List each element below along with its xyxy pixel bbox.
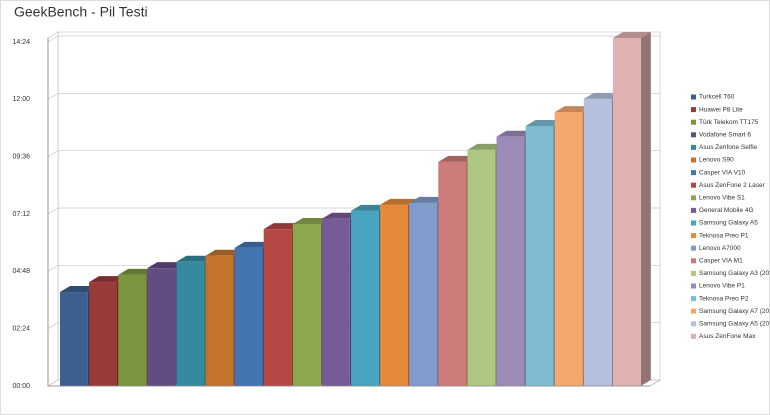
legend-swatch bbox=[691, 207, 696, 213]
legend-swatch bbox=[691, 296, 696, 302]
y-tick-label: 12:00 bbox=[12, 96, 30, 103]
legend-swatch bbox=[691, 258, 696, 264]
legend-label: Teknosa Preo P1 bbox=[699, 232, 749, 239]
legend-swatch bbox=[691, 321, 696, 327]
bar bbox=[467, 149, 496, 386]
legend-swatch bbox=[691, 107, 696, 113]
bar-top bbox=[525, 120, 564, 127]
bar bbox=[176, 261, 205, 386]
legend-label: Samsung Galaxy A7 (2016) bbox=[699, 308, 770, 315]
bar-top bbox=[147, 262, 186, 269]
bar-top bbox=[60, 286, 98, 293]
legend-label: General Mobile 4G bbox=[699, 207, 754, 214]
legend-label: Turkcell T60 bbox=[699, 94, 735, 101]
y-tick-label: 07:12 bbox=[12, 211, 30, 218]
grid-line bbox=[47, 150, 660, 157]
legend-swatch bbox=[691, 283, 696, 289]
grid-line bbox=[47, 35, 660, 43]
bar-side bbox=[640, 32, 651, 386]
bar-top bbox=[496, 130, 535, 137]
legend-swatch bbox=[691, 195, 696, 201]
bar bbox=[321, 218, 350, 386]
bar-top bbox=[438, 155, 477, 162]
bar bbox=[292, 223, 321, 386]
legend-label: Samsung Galaxy A5 (2016) bbox=[699, 321, 770, 328]
bar-top bbox=[409, 196, 448, 203]
legend-swatch bbox=[691, 182, 696, 188]
bar bbox=[525, 126, 554, 386]
bar-top bbox=[612, 32, 651, 39]
legend-swatch bbox=[691, 94, 696, 100]
legend-swatch bbox=[691, 333, 696, 339]
bar-top bbox=[554, 106, 593, 113]
bar-top bbox=[292, 217, 331, 224]
bar bbox=[554, 112, 583, 387]
bar-top bbox=[321, 212, 360, 219]
legend-swatch bbox=[691, 170, 696, 176]
legend-label: Asus Zenfone Selfie bbox=[699, 144, 758, 151]
bar-top bbox=[583, 92, 622, 99]
y-tick-label: 14:24 bbox=[12, 39, 30, 46]
legend-label: Lenovo Vibe S1 bbox=[699, 195, 745, 202]
bar-top bbox=[89, 276, 128, 283]
bar-top bbox=[351, 204, 389, 211]
legend-label: Asus ZenFone 2 Laser bbox=[699, 182, 766, 189]
bar bbox=[205, 255, 234, 386]
bar bbox=[263, 229, 292, 386]
bar-top bbox=[380, 198, 419, 205]
legend-swatch bbox=[691, 245, 696, 251]
bar bbox=[496, 136, 525, 386]
legend-swatch bbox=[691, 157, 696, 163]
y-tick-label: 09:36 bbox=[12, 154, 30, 161]
bar bbox=[351, 210, 379, 386]
legend-swatch bbox=[691, 308, 696, 314]
legend-label: Samsung Galaxy A5 bbox=[699, 220, 758, 227]
legend-label: Vodafone Smart 6 bbox=[699, 132, 751, 139]
bar-top bbox=[118, 268, 157, 275]
y-tick-label: 00:00 bbox=[12, 383, 30, 390]
legend-label: Lenovo S90 bbox=[699, 157, 734, 164]
bar-top bbox=[467, 143, 506, 150]
bar bbox=[409, 202, 438, 386]
legend-label: Samsung Galaxy A3 (2016) bbox=[699, 270, 770, 277]
bar-top bbox=[234, 241, 273, 248]
y-tick-label: 04:48 bbox=[12, 268, 30, 275]
legend-swatch bbox=[691, 132, 696, 138]
bar bbox=[89, 282, 118, 386]
legend-swatch bbox=[691, 119, 696, 125]
legend-label: Asus ZenFone Max bbox=[699, 333, 756, 340]
bar bbox=[60, 292, 88, 386]
legend-label: Lenovo A7000 bbox=[699, 245, 741, 252]
legend-swatch bbox=[691, 220, 696, 226]
bar bbox=[147, 268, 176, 386]
bar bbox=[583, 98, 612, 387]
legend-label: Lenovo Vibe P1 bbox=[699, 283, 745, 290]
legend-label: Huawei P8 Lite bbox=[699, 106, 743, 113]
bar bbox=[234, 247, 263, 386]
legend-label: Teknosa Preo P2 bbox=[699, 295, 749, 302]
bar bbox=[438, 161, 467, 386]
bar bbox=[118, 274, 147, 386]
y-tick-label: 02:24 bbox=[12, 326, 30, 333]
legend-label: Casper VIA V10 bbox=[699, 169, 746, 176]
grid-line bbox=[47, 92, 660, 100]
chart-title: GeekBench - Pil Testi bbox=[14, 4, 148, 20]
bar-top bbox=[176, 255, 215, 262]
legend-swatch bbox=[691, 144, 696, 150]
bar bbox=[380, 204, 409, 386]
legend-label: Türk Telekom TT175 bbox=[699, 119, 759, 126]
bar-top bbox=[263, 223, 302, 230]
legend-label: Casper VIA M1 bbox=[699, 258, 743, 265]
legend-swatch bbox=[691, 270, 696, 276]
bar-top bbox=[205, 249, 244, 256]
bar bbox=[612, 38, 641, 386]
legend-swatch bbox=[691, 233, 696, 239]
